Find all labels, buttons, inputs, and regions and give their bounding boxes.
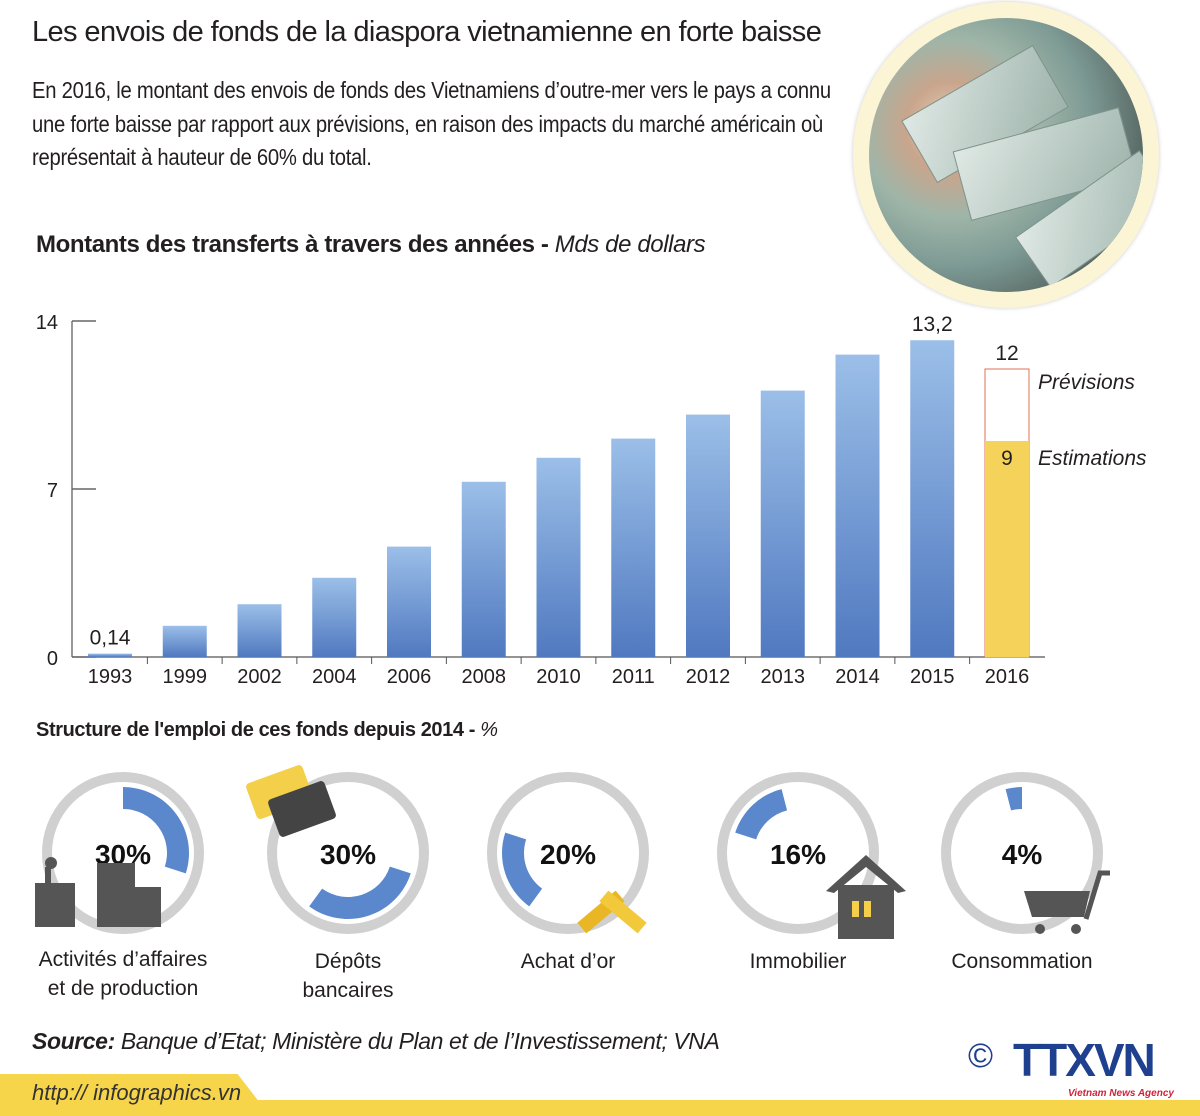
donut-value: 16% (770, 839, 826, 870)
bar-2013 (760, 390, 805, 657)
x-tick-label: 1993 (88, 666, 133, 688)
chart-title: Montants des transferts à travers des an… (36, 231, 706, 258)
bar-2006 (387, 546, 431, 657)
donut-arc (123, 787, 189, 874)
donut-arc (1005, 787, 1022, 811)
x-tick-label: 2014 (835, 666, 880, 688)
donut-ring (487, 772, 649, 934)
structure-title-text: Structure de l'emploi de ces fonds depui… (36, 719, 464, 741)
photo-content (869, 18, 1143, 292)
bar-2010 (536, 457, 581, 657)
gold-bar (599, 890, 647, 934)
donut-label: Consommation (951, 950, 1093, 973)
legend-forecast: Prévisions (1038, 371, 1135, 394)
chimney (45, 867, 51, 887)
url-tab (0, 1074, 270, 1116)
x-tick-label: 2013 (761, 666, 806, 688)
legend-estimate: Estimations (1038, 447, 1147, 470)
smoke (45, 857, 57, 869)
donut-value: 30% (320, 839, 376, 870)
bar-1993 (88, 653, 132, 657)
y-tick-label: 14 (36, 312, 58, 334)
bank-cards-icon (246, 765, 336, 837)
card (268, 781, 336, 837)
bar-2015 (910, 340, 955, 657)
donut-label: Achat d’or (520, 950, 616, 973)
building (131, 887, 161, 927)
donut-value: 4% (1002, 839, 1043, 870)
x-tick-label: 2010 (536, 666, 581, 688)
donut-ring (42, 772, 204, 934)
cart-handle (1083, 870, 1110, 920)
x-tick-label: 1999 (163, 666, 208, 688)
logo-subtitle: Vietnam News Agency (1068, 1088, 1174, 1099)
source-label: Source: (32, 1028, 115, 1054)
gold-bars-icon (577, 890, 647, 934)
usage-donuts: 30% 30% 20% 16% 4% (35, 765, 1110, 939)
source: Source: Banque d’Etat; Ministère du Plan… (32, 1028, 720, 1055)
logo-text: TTXVN (1013, 1034, 1156, 1086)
x-tick-label: 2008 (462, 666, 507, 688)
intro-text: En 2016, le montant des envois de fonds … (32, 77, 831, 170)
x-tick-label: 2011 (612, 666, 655, 688)
shopping-cart-icon (1024, 870, 1110, 934)
data-label-2015: 13,2 (912, 313, 953, 336)
roof (826, 855, 906, 893)
x-tick-label: 2006 (387, 666, 432, 688)
bar-2011 (611, 438, 656, 657)
bar-2016-estimate (985, 441, 1029, 657)
donut-label: Immobilier (749, 950, 847, 973)
bar-2002 (237, 604, 282, 657)
x-tick-label: 2004 (312, 666, 357, 688)
wheel (1035, 924, 1045, 934)
cart-basket (1024, 891, 1090, 917)
window (864, 901, 871, 917)
bar-2004 (312, 577, 357, 657)
house-icon (826, 855, 906, 939)
money-photo (853, 2, 1159, 308)
bars: 0,14 13,2 12 9 Prévisions Estimations (88, 313, 1147, 658)
donut-arc (501, 832, 543, 907)
x-tick-label: 2016 (985, 666, 1030, 688)
window (852, 901, 859, 917)
bar-chart: 0 7 14 1993 1999 2002 2004 2006 2008 2010 2011 2012… (36, 312, 1147, 688)
structure-unit: % (480, 719, 498, 741)
bar-2008 (461, 481, 506, 657)
donut-ring (267, 772, 429, 934)
bar-1999 (162, 625, 207, 657)
x-tick-label: 2012 (686, 666, 731, 688)
website-link[interactable]: http:// infographics.vn (32, 1080, 242, 1105)
donut-arc (309, 866, 411, 919)
donut-label: Activités d’affaires et de production (38, 948, 208, 1000)
bar-2012 (686, 414, 730, 657)
data-label-1993: 0,14 (90, 627, 131, 650)
y-tick-label: 0 (47, 648, 58, 670)
factory-buildings-icon (35, 857, 161, 927)
bar-2014 (835, 354, 880, 657)
chart-title-text: Montants des transferts à travers des an… (36, 231, 535, 258)
y-tick-label: 7 (47, 480, 58, 502)
data-label-forecast: 12 (995, 342, 1018, 365)
donut-ring (941, 772, 1103, 934)
structure-title: Structure de l'emploi de ces fonds depui… (36, 719, 498, 741)
building (97, 863, 135, 927)
page-title: Les envois de fonds de la diaspora vietn… (32, 16, 822, 48)
donut-value: 20% (540, 839, 596, 870)
donut-arc (735, 789, 788, 840)
donut-ring (717, 772, 879, 934)
wheel (1071, 924, 1081, 934)
axes: 0 7 14 1993 1999 2002 2004 2006 2008 2010 2011 2012… (36, 312, 1045, 688)
chart-unit: Mds de dollars (554, 231, 706, 258)
footer-band (0, 1100, 1200, 1116)
source-text: Banque d’Etat; Ministère du Plan et de l… (120, 1028, 720, 1054)
x-tick-label: 2002 (237, 666, 282, 688)
donut-label: Dépôts bancaires (302, 950, 394, 1002)
x-tick-label: 2015 (910, 666, 955, 688)
factory-shape (35, 883, 75, 927)
data-label-estimate: 9 (1001, 447, 1013, 470)
copyright-icon: © (968, 1037, 994, 1075)
